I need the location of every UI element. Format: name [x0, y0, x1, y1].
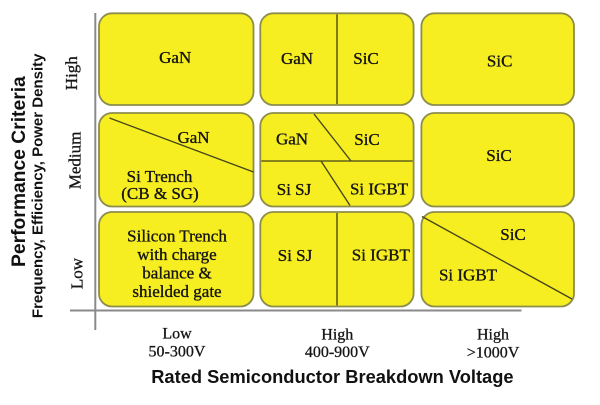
svg-text:SiC: SiC	[487, 52, 513, 71]
svg-text:SiC: SiC	[486, 146, 512, 165]
svg-text:Si IGBT: Si IGBT	[439, 266, 498, 285]
svg-text:High: High	[321, 326, 353, 343]
svg-text:Si IGBT: Si IGBT	[350, 179, 409, 198]
svg-text:Low: Low	[68, 257, 87, 289]
svg-text:High: High	[62, 56, 81, 91]
svg-text:Rated Semiconductor Breakdown: Rated Semiconductor Breakdown Voltage	[151, 366, 513, 387]
svg-text:GaN: GaN	[276, 130, 308, 149]
svg-text:(CB & SG): (CB & SG)	[121, 184, 198, 203]
svg-text:SiC: SiC	[353, 49, 379, 68]
svg-text:Si SJ: Si SJ	[277, 180, 312, 199]
svg-text:High: High	[477, 326, 509, 343]
svg-text:SiC: SiC	[354, 130, 380, 149]
svg-text:GaN: GaN	[281, 49, 313, 68]
svg-text:GaN: GaN	[177, 128, 209, 147]
svg-text:Si IGBT: Si IGBT	[352, 246, 411, 265]
svg-text:SiC: SiC	[500, 225, 526, 244]
svg-text:Si Trench: Si Trench	[127, 167, 193, 186]
svg-text:Silicon Trench: Silicon Trench	[127, 227, 227, 246]
svg-text:GaN: GaN	[159, 48, 191, 67]
svg-text:Frequency, Efficiency, Power D: Frequency, Efficiency, Power Density	[29, 53, 46, 318]
svg-text:50-300V: 50-300V	[149, 344, 206, 361]
svg-text:Medium: Medium	[66, 132, 85, 190]
svg-text:shielded gate: shielded gate	[132, 282, 221, 301]
svg-text:Si SJ: Si SJ	[278, 246, 313, 265]
svg-text:Low: Low	[162, 326, 192, 343]
svg-text:400-900V: 400-900V	[305, 344, 370, 361]
svg-text:>1000V: >1000V	[467, 345, 520, 362]
svg-text:balance &: balance &	[142, 264, 211, 283]
svg-text:with charge: with charge	[137, 245, 216, 264]
svg-text:Performance Criteria: Performance Criteria	[9, 76, 30, 267]
